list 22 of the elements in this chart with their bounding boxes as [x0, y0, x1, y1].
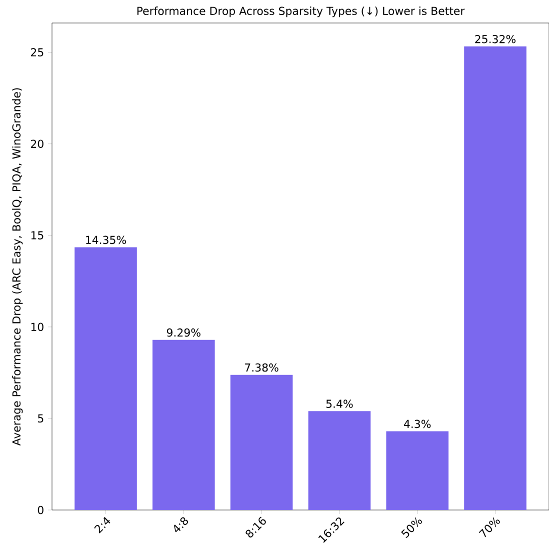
data-label: 4.3% — [404, 420, 431, 428]
y-tick-label: 15 — [31, 231, 44, 240]
bar — [308, 411, 371, 510]
y-tick-label: 20 — [31, 140, 44, 148]
data-label: 25.32% — [475, 34, 516, 44]
bar — [386, 431, 449, 510]
data-label: 5.4% — [326, 400, 353, 408]
x-tick-label: 4:8 — [174, 517, 188, 532]
bar — [152, 340, 215, 510]
y-axis-title: Average Performance Drop (ARC Easy, BoolQ, PIQA, WinoGrande) — [12, 88, 23, 446]
chart-title: Performance Drop Across Sparsity Types (↓) Lower is Better — [137, 6, 465, 18]
bar — [464, 46, 526, 510]
x-tick-label: 2:4 — [94, 517, 110, 534]
y-tick-label: 0 — [38, 506, 44, 514]
bar — [230, 374, 293, 510]
y-tick-label: 25 — [31, 48, 44, 56]
data-label: 9.29% — [166, 328, 200, 337]
y-tick-label: 5 — [38, 414, 44, 423]
bar — [74, 247, 137, 510]
data-label: 7.38% — [245, 363, 278, 372]
y-tick-label: 10 — [31, 322, 44, 332]
data-label: 14.35% — [86, 236, 126, 244]
